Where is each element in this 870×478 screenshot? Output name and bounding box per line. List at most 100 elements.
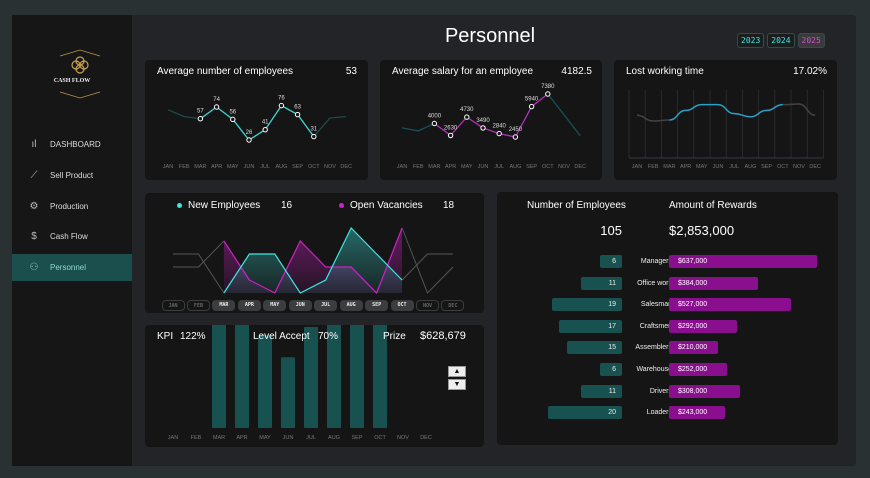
data-point — [528, 103, 535, 110]
month-filter-apr[interactable]: APR — [237, 300, 261, 311]
legend-dot-cyan — [177, 203, 182, 208]
prize-label: Prize — [383, 331, 406, 342]
month-filter-may[interactable]: MAY — [263, 300, 287, 311]
sidebar-item-label: DASHBOARD — [50, 140, 101, 149]
data-point — [246, 137, 252, 143]
role-row: 15 Assemblers $210,000 — [497, 341, 838, 355]
month-label: DEC — [574, 164, 586, 170]
people-icon: ⚇ — [29, 262, 39, 273]
month-filter-jun[interactable]: JUN — [288, 300, 312, 311]
role-row: 17 Craftsmen $292,000 — [497, 319, 838, 334]
series-line-dim — [173, 240, 225, 268]
month-label: JAN — [397, 164, 407, 170]
month-label: JUL — [306, 435, 316, 441]
lost-time-chart: JAN FEB MAR APR MAY JUN JUL AUG SEP OCT NOV DEC — [628, 90, 824, 170]
employee-count-bar: 11 — [581, 276, 622, 290]
spin-down-button[interactable]: ▼ — [448, 379, 466, 390]
month-filter-nov[interactable]: NOV — [416, 300, 439, 311]
data-point — [278, 102, 285, 109]
month-label: JUL — [494, 164, 504, 170]
month-label: APR — [236, 435, 247, 441]
month-filter-feb[interactable]: FEB — [186, 300, 210, 311]
month-label: AUG — [744, 164, 756, 170]
card-title: Lost working time — [626, 66, 704, 77]
month-label: MAR — [663, 164, 675, 170]
employee-count-bar: 17 — [559, 319, 622, 333]
data-label: 31 — [310, 127, 317, 133]
month-label: SEP — [761, 164, 772, 170]
month-label: JUN — [713, 164, 724, 170]
role-label: Assemblers — [635, 344, 672, 352]
year-selector: 2023 2024 2025 — [737, 33, 825, 48]
year-button-2023[interactable]: 2023 — [737, 33, 765, 48]
sidebar: CASH FLOW ıl DASHBOARD ⟋ Sell Product ⚙ Pro… — [12, 15, 132, 466]
year-button-2024[interactable]: 2024 — [767, 33, 795, 48]
data-label: 3490 — [476, 118, 490, 124]
sidebar-item-label: Sell Product — [50, 171, 94, 180]
data-point — [464, 114, 470, 120]
data-point — [197, 115, 204, 122]
month-label: DEC — [809, 164, 821, 170]
hiring-card: New Employees 16 Open Vacancies 18 JAN FE… — [145, 193, 484, 313]
role-label: Managers — [640, 258, 672, 265]
avg-employees-chart: 57 74 56 26 41 76 63 31 JAN FEB MAR APR MAY JUN JUL AUG… — [163, 96, 352, 170]
year-button-2025[interactable]: 2025 — [797, 33, 825, 48]
month-filter-oct[interactable]: OCT — [390, 300, 414, 311]
spin-up-button[interactable]: ▲ — [448, 366, 466, 377]
month-label: APR — [680, 164, 691, 170]
month-label: DEC — [420, 435, 432, 441]
kpi-value: 122% — [180, 331, 206, 342]
kpi-bar — [350, 325, 364, 428]
employee-count-bar: 6 — [599, 363, 622, 376]
employees-total: 105 — [600, 223, 622, 238]
kpi-card: JAN FEB MAR APR MAY JUN JUL AUG SEP OCT NOV DEC KPI… — [145, 325, 484, 447]
data-label: 4000 — [428, 113, 442, 119]
sidebar-item-cash-flow[interactable]: $ Cash Flow — [12, 223, 132, 250]
rewards-total: $2,853,000 — [669, 223, 735, 238]
data-label: 2450 — [509, 127, 523, 133]
card-title: Average salary for an employee — [392, 66, 534, 77]
employee-count-bar: 6 — [599, 255, 622, 268]
employee-count-bar: 20 — [548, 406, 622, 420]
month-filter-aug[interactable]: AUG — [339, 300, 363, 311]
avg-salary-card: 4000 2630 4730 3490 2840 2450 5940 7380 JAN FEB MA… — [380, 60, 602, 180]
month-label: APR — [445, 164, 456, 170]
series-line-dim — [167, 109, 201, 120]
new-employees-total: 16 — [281, 200, 293, 211]
vacancies-line — [223, 227, 403, 295]
month-filter-jul[interactable]: JUL — [314, 300, 338, 311]
series-area — [223, 228, 403, 293]
month-label: DEC — [340, 164, 352, 170]
month-label: JUL — [729, 164, 739, 170]
month-filter-dec[interactable]: DEC — [441, 300, 465, 311]
role-label: Drivers — [649, 387, 672, 395]
month-label: SEP — [351, 435, 362, 441]
month-label: NOV — [793, 164, 805, 170]
reward-bar: $527,000 — [669, 298, 792, 312]
month-filter-mar[interactable]: MAR — [212, 300, 236, 311]
month-filter-jan[interactable]: JAN — [161, 300, 185, 311]
reward-bar: $252,000 — [669, 363, 728, 376]
sidebar-item-production[interactable]: ⚙ Production — [12, 193, 132, 220]
staff-rewards-card: Number of Employees Amount of Rewards 10… — [497, 192, 838, 445]
month-label: FEB — [179, 164, 190, 170]
sidebar-item-sell-product[interactable]: ⟋ Sell Product — [12, 162, 132, 189]
month-label: MAR — [428, 164, 440, 170]
data-label: 41 — [262, 120, 269, 126]
sidebar-item-dashboard[interactable]: ıl DASHBOARD — [12, 131, 132, 158]
month-label: AUG — [509, 164, 521, 170]
month-filter-sep[interactable]: SEP — [365, 300, 389, 311]
sidebar-item-personnel[interactable]: ⚇ Personnel — [12, 254, 132, 281]
data-point — [262, 126, 268, 133]
data-label: 4730 — [460, 107, 474, 113]
kpi-bar — [258, 335, 272, 428]
data-point — [496, 130, 502, 137]
series-line-dim — [636, 114, 670, 122]
employee-count-bar: 19 — [551, 298, 622, 312]
reward-bar: $308,000 — [669, 384, 741, 398]
avg-employees-card: 57 74 56 26 41 76 63 31 JAN FEB MAR APR MAY JUN JUL AUG… — [145, 60, 368, 180]
data-label: 5940 — [525, 97, 539, 103]
sidebar-item-label: Cash Flow — [50, 232, 88, 241]
kpi-chart: JAN FEB MAR APR MAY JUN JUL AUG SEP OCT NOV DEC — [168, 325, 432, 441]
